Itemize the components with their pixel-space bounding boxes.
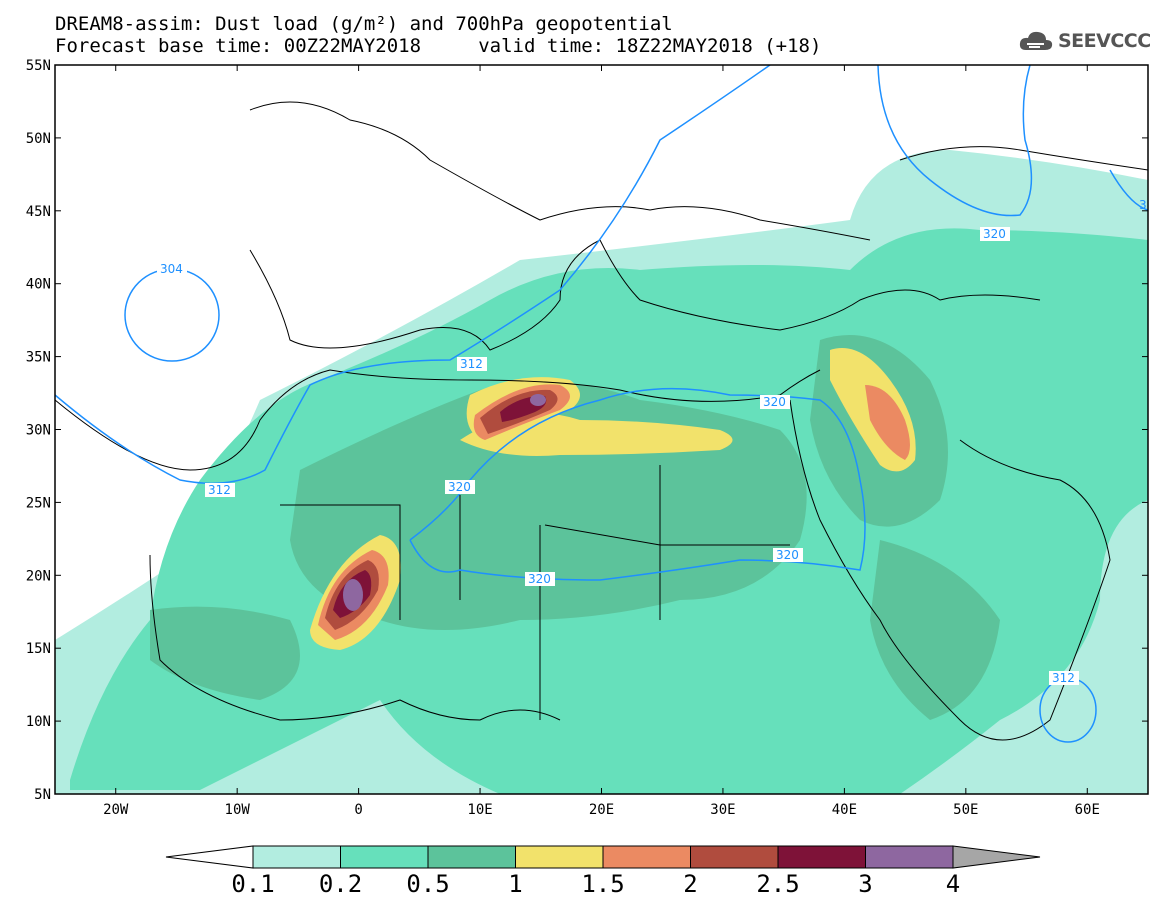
contour-label-320-b: 320 [528, 572, 551, 586]
contour-label-320-a: 320 [448, 480, 471, 494]
lat-label-55N: 55N [26, 58, 51, 74]
dust-fields: 304 312 312 320 320 320 320 320 312 3 [55, 65, 1148, 794]
lat-label-15N: 15N [26, 641, 51, 657]
legend-swatch [340, 845, 429, 869]
latitude-axis: 55N 50N 45N 40N 35N 30N 25N 20N 15N 10N 5N [26, 58, 1148, 803]
legend-label: 0.5 [406, 870, 449, 898]
legend-label: 2 [683, 870, 697, 898]
lat-label-50N: 50N [26, 131, 51, 147]
legend-label: 0.1 [231, 870, 274, 898]
legend-swatch [865, 845, 954, 869]
lon-label-20W: 20W [103, 802, 129, 818]
legend-label: 0.2 [319, 870, 362, 898]
color-legend: 0.1 0.2 0.5 1 1.5 2 2.5 3 4 [165, 845, 1041, 898]
lat-label-30N: 30N [26, 423, 51, 439]
legend-swatch [690, 845, 779, 869]
legend-swatch [515, 845, 604, 869]
legend-under-triangle [165, 845, 254, 869]
longitude-axis: 20W 10W 0 10E 20E 30E 40E 50E 60E [103, 65, 1100, 818]
chart-title-line-1: DREAM8-assim: Dust load (g/m²) and 700hP… [55, 13, 673, 35]
lon-label-40E: 40E [832, 802, 857, 818]
contour-label-312-east: 312 [1052, 671, 1075, 685]
contour-label-320-e: 320 [983, 227, 1006, 241]
lat-label-20N: 20N [26, 568, 51, 584]
lon-label-20E: 20E [589, 802, 614, 818]
coastlines [55, 101, 1148, 741]
dust-band-0.5-d [150, 606, 300, 700]
dust-band-3-libya [530, 394, 546, 406]
legend-swatch [602, 845, 691, 869]
lat-label-25N: 25N [26, 495, 51, 511]
legend-swatch [427, 845, 516, 869]
lon-label-60E: 60E [1075, 802, 1100, 818]
lat-label-35N: 35N [26, 350, 51, 366]
legend-over-triangle [952, 845, 1041, 869]
seevccc-logo: SEEVCCC [1018, 28, 1153, 56]
dust-band-3-mali [343, 579, 363, 611]
lat-label-40N: 40N [26, 277, 51, 293]
lon-label-10W: 10W [225, 802, 251, 818]
lat-label-5N: 5N [34, 787, 51, 803]
legend-label: 1.5 [581, 870, 624, 898]
contour-label-312-b: 312 [208, 483, 231, 497]
contour-label-320-d: 320 [776, 548, 799, 562]
legend-label: 1 [508, 870, 522, 898]
lon-label-50E: 50E [953, 802, 978, 818]
contour-label-312: 312 [460, 357, 483, 371]
legend-label: 2.5 [756, 870, 799, 898]
lon-label-10E: 10E [467, 802, 492, 818]
geopotential-contours [55, 65, 1148, 743]
contour-320 [409, 387, 866, 581]
contour-3-edge [1109, 169, 1148, 211]
lon-label-30E: 30E [710, 802, 735, 818]
contour-label-320-c: 320 [763, 395, 786, 409]
contour-label-304: 304 [160, 262, 183, 276]
legend-swatch [252, 845, 341, 869]
legend-label: 3 [858, 870, 872, 898]
cloud-logo-icon [1019, 31, 1053, 50]
dust-band-0.5-c [870, 540, 1000, 720]
lon-label-0: 0 [354, 802, 362, 818]
lat-label-10N: 10N [26, 714, 51, 730]
contour-312-west [55, 65, 771, 485]
contour-label-edge: 3 [1139, 198, 1147, 212]
logo-text: SEEVCCC [1058, 30, 1151, 52]
contour-320-ne [877, 65, 1033, 217]
lat-label-45N: 45N [26, 204, 51, 220]
legend-swatch [777, 845, 866, 869]
chart-title-line-2: Forecast base time: 00Z22MAY2018 valid t… [55, 35, 822, 57]
legend-label: 4 [946, 870, 960, 898]
contour-labels: 304 312 312 320 320 320 320 320 312 3 [157, 198, 1147, 685]
dust-band-1.5-iraq [865, 385, 910, 460]
